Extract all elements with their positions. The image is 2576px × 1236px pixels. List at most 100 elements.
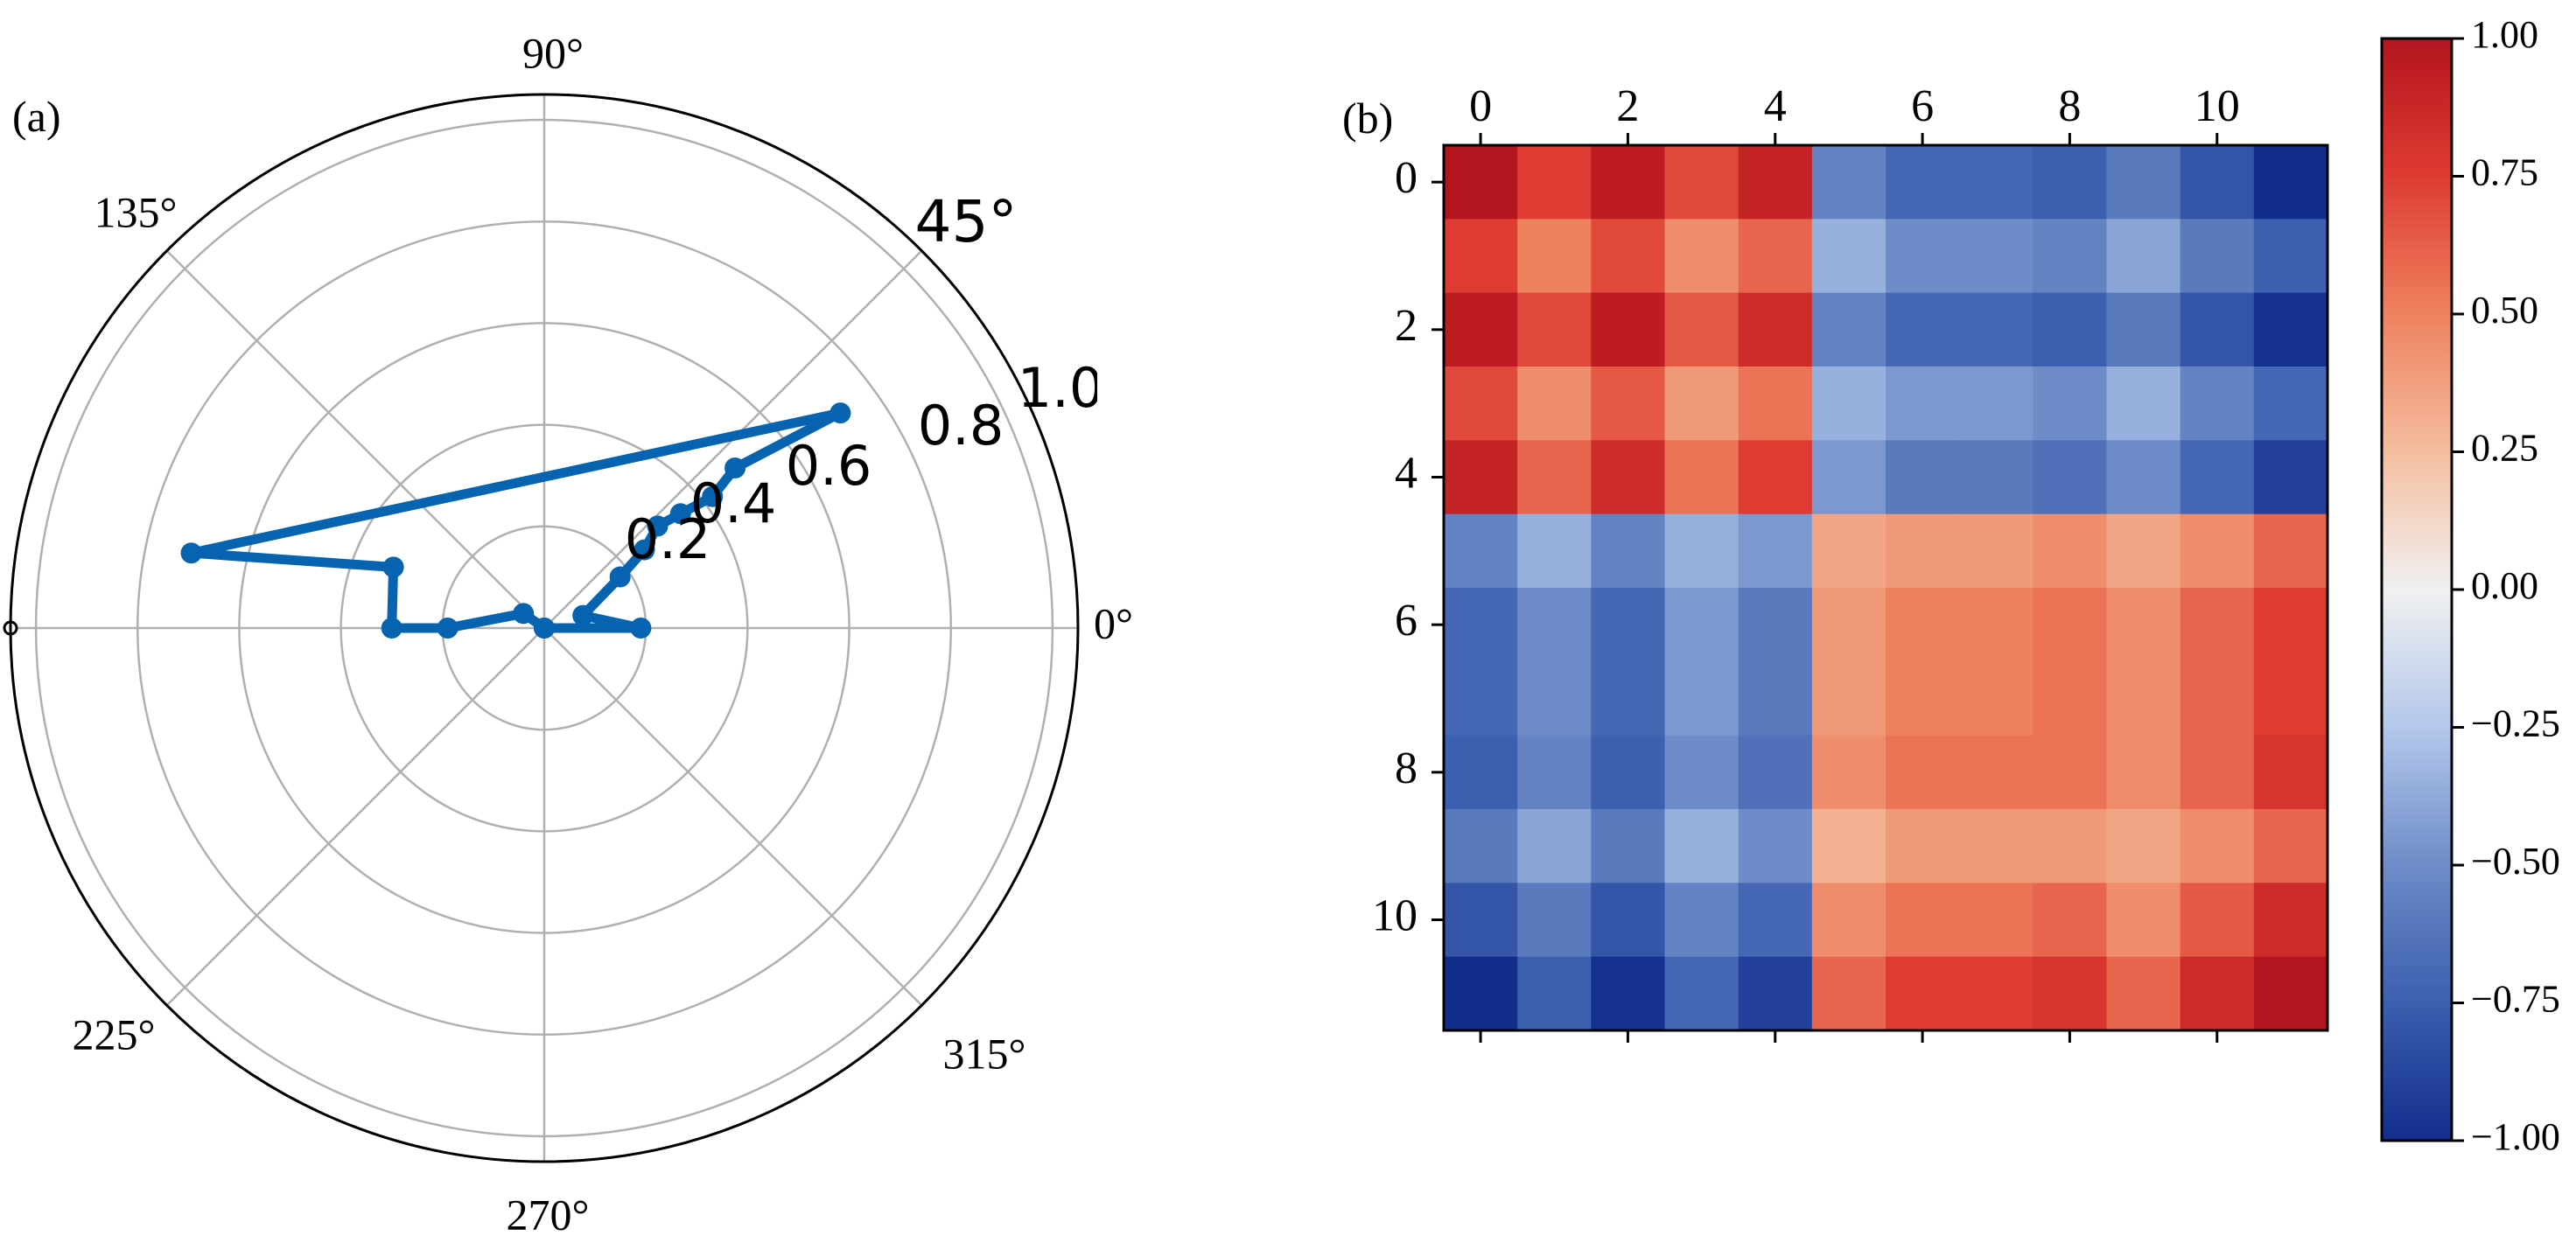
heatmap-cell: [1886, 588, 1960, 662]
heatmap-cell: [1517, 956, 1592, 1031]
heatmap-cell: [1959, 661, 2034, 737]
heatmap-cell: [1664, 883, 1740, 958]
polar-data-point: [609, 566, 631, 588]
polar-data-point: [702, 485, 724, 507]
heatmap-cell: [2253, 883, 2328, 958]
heatmap-cell: [2033, 661, 2108, 737]
panel-label-b: (b): [1342, 94, 1393, 143]
polar-radial-tick-label: 0.2: [625, 507, 711, 571]
polar-data-point: [630, 618, 652, 639]
heatmap-cell: [2033, 292, 2108, 367]
heatmap-cell: [1517, 145, 1592, 220]
heatmap-cell: [1517, 588, 1592, 662]
heatmap-cell: [1517, 367, 1592, 441]
heatmap-cell: [1886, 145, 1960, 220]
polar-label-mask: [1097, 350, 1158, 446]
colorbar-tick-label: −0.75: [2471, 978, 2560, 1021]
heatmap-cell: [1444, 513, 1518, 589]
heatmap-cell: [1959, 219, 2034, 294]
heatmap-cell: [2106, 809, 2181, 883]
heatmap-cell: [2033, 367, 2108, 441]
heatmap-cell: [2033, 219, 2108, 294]
heatmap-cell: [1738, 292, 1813, 367]
heatmap-cell: [1959, 809, 2034, 883]
heatmap-y-tick-label: 10: [1372, 890, 1418, 940]
polar-radial-tick-label: 0.8: [918, 394, 1004, 457]
heatmap-cell: [1444, 367, 1518, 441]
heatmap-cell: [2253, 809, 2328, 883]
heatmap-x-tick-label: 2: [1616, 81, 1639, 131]
heatmap-cell: [1811, 513, 1886, 589]
heatmap-cell: [1738, 883, 1813, 958]
heatmap-cell: [2253, 145, 2328, 220]
heatmap-x-tick-label: 8: [2058, 81, 2081, 131]
heatmap-cell: [1886, 292, 1960, 367]
heatmap-cell: [1959, 588, 2034, 662]
heatmap-cell: [2106, 367, 2181, 441]
polar-angle-tick-label: 135°: [94, 187, 178, 236]
heatmap-cell: [1444, 588, 1518, 662]
polar-data-point: [634, 539, 655, 561]
heatmap-cell: [1959, 440, 2034, 515]
heatmap-cell: [1811, 145, 1886, 220]
heatmap-cell: [1811, 367, 1886, 441]
polar-data-point: [513, 603, 535, 625]
colorbar-tick-label: 0.50: [2471, 289, 2538, 332]
heatmap-ticks: 0 2 4 6 8 10 0 2 4 6 8 10: [1372, 81, 2240, 1043]
heatmap-cell: [1591, 513, 1666, 589]
heatmap-cell: [1591, 956, 1666, 1031]
heatmap-cell: [1886, 661, 1960, 737]
heatmap-cell: [1738, 661, 1813, 737]
heatmap-cell: [2033, 145, 2108, 220]
heatmap-cell: [2180, 735, 2255, 810]
heatmap-cell: [1664, 956, 1740, 1031]
heatmap-chart: 0 2 4 6 8 10 0 2 4 6 8 10: [1372, 81, 2329, 1043]
heatmap-cell: [1517, 809, 1592, 883]
heatmap-cell: [1738, 735, 1813, 810]
heatmap-cell: [1444, 219, 1518, 294]
heatmap-cell: [2106, 513, 2181, 589]
colorbar: 1.00 0.75 0.50 0.25 0.00 −0.25 −0.50 −0.75 −1.00: [2380, 13, 2560, 1158]
heatmap-cell: [2106, 735, 2181, 810]
heatmap-cell: [2253, 513, 2328, 589]
heatmap-cell: [1591, 219, 1666, 294]
heatmap-cell: [2106, 588, 2181, 662]
heatmap-cell: [1517, 440, 1592, 515]
heatmap-cell: [1591, 145, 1666, 220]
heatmap-cell: [1811, 735, 1886, 810]
heatmap-cell: [2033, 883, 2108, 958]
heatmap-cell: [1886, 513, 1960, 589]
heatmap-cell: [2180, 661, 2255, 737]
polar-data-point: [830, 402, 851, 424]
colorbar-tick-label: −0.25: [2471, 702, 2560, 745]
heatmap-cell: [2033, 513, 2108, 589]
heatmap-cell: [1517, 219, 1592, 294]
heatmap-x-tick-label: 6: [1911, 81, 1934, 131]
heatmap-cell: [2033, 440, 2108, 515]
heatmap-cell: [2106, 292, 2181, 367]
heatmap-cell: [1738, 440, 1813, 515]
heatmap-cell: [1738, 513, 1813, 589]
heatmap-cell: [1591, 809, 1666, 883]
heatmap-cell: [1591, 661, 1666, 737]
heatmap-cells: [1444, 145, 2328, 1031]
heatmap-cell: [2033, 956, 2108, 1031]
heatmap-cell: [2033, 809, 2108, 883]
heatmap-y-tick-label: 2: [1395, 301, 1418, 351]
heatmap-cell: [2253, 219, 2328, 294]
heatmap-cell: [1664, 809, 1740, 883]
heatmap-cell: [1811, 956, 1886, 1031]
heatmap-x-tick-label: 10: [2194, 81, 2240, 131]
heatmap-cell: [2253, 661, 2328, 737]
heatmap-cell: [2180, 145, 2255, 220]
heatmap-cell: [1738, 145, 1813, 220]
polar-grid: [3, 94, 1078, 1162]
polar-data-point: [534, 618, 555, 639]
heatmap-cell: [1444, 809, 1518, 883]
heatmap-cell: [1664, 735, 1740, 810]
polar-data-point: [382, 556, 404, 578]
heatmap-cell: [1517, 883, 1592, 958]
colorbar-tick-label: 0.75: [2471, 151, 2538, 194]
heatmap-cell: [1738, 588, 1813, 662]
